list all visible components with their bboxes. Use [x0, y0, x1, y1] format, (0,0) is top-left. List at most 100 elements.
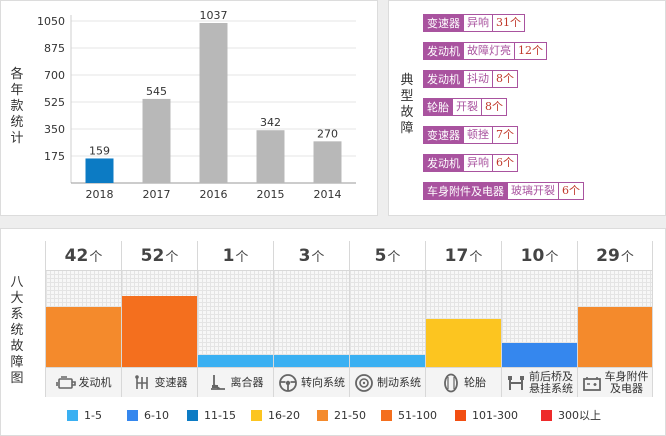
legend-item: 6-10 — [127, 407, 187, 423]
fault-tag[interactable]: 变速器 顿挫 7个 — [423, 126, 518, 144]
fault-count: 6个 — [493, 154, 518, 172]
system-bar-fill — [578, 307, 652, 367]
system-name: 变速器 — [154, 375, 188, 389]
legend-swatch — [251, 409, 262, 421]
system-count-value: 1 — [222, 246, 235, 266]
x-tick-label: 2014 — [314, 188, 342, 201]
system-count-value: 10 — [520, 246, 545, 266]
typical-faults-panel: 典型故障 变速器 异响 31个 发动机 故障灯亮 12个 发动机 抖动 8个 轮胎 开裂 8个 变速器顿… — [388, 0, 666, 216]
bar-value-label: 159 — [89, 144, 110, 157]
system-bar-area — [198, 271, 273, 367]
bar-2014 — [313, 141, 342, 183]
system-label: 发动机 — [46, 367, 121, 397]
fault-tag[interactable]: 发动机 异响 6个 — [423, 154, 518, 172]
fault-count: 8个 — [482, 98, 507, 116]
system-count-value: 17 — [444, 246, 469, 266]
fault-description: 异响 — [464, 154, 493, 172]
system-bar-fill — [274, 355, 349, 367]
system-bar-area — [122, 271, 197, 367]
legend-label: 1-5 — [84, 408, 102, 422]
system-name: 发动机 — [78, 375, 112, 389]
engine-icon — [55, 375, 76, 389]
fault-description: 顿挫 — [464, 126, 493, 144]
system-count-value: 42 — [64, 246, 89, 266]
fault-tag[interactable]: 发动机 故障灯亮 12个 — [423, 42, 547, 60]
steering-wheel-icon — [279, 373, 297, 392]
fault-description: 异响 — [464, 14, 493, 32]
fault-count: 12个 — [515, 42, 547, 60]
legend-label: 16-20 — [268, 408, 300, 422]
y-tick-label: 875 — [44, 42, 65, 55]
x-tick-label: 2018 — [86, 188, 114, 201]
system-bar-fill — [426, 319, 501, 367]
system-count: 17个 — [426, 241, 501, 271]
system-count-unit: 个 — [620, 250, 634, 265]
system-name: 离合器 — [230, 375, 264, 389]
system-count-unit: 个 — [545, 250, 559, 265]
system-column[interactable]: 5个 制动系统 — [349, 241, 425, 397]
legend-swatch — [127, 409, 138, 421]
y-tick-label: 525 — [44, 96, 65, 109]
legend-item: 101-300 — [455, 407, 541, 423]
fault-category: 发动机 — [423, 70, 464, 88]
system-bar-area — [502, 271, 577, 367]
system-count: 29个 — [578, 241, 652, 271]
legend-item: 51-100 — [381, 407, 455, 423]
system-column[interactable]: 1个离合器 — [197, 241, 273, 397]
gearshift-icon — [134, 374, 148, 389]
fault-tag[interactable]: 变速器 异响 31个 — [423, 14, 525, 32]
system-column[interactable]: 3个 转向系统 — [273, 241, 349, 397]
fault-description: 玻璃开裂 — [508, 182, 559, 200]
legend-label: 300以上 — [558, 409, 601, 422]
fault-tag[interactable]: 车身附件及电器 玻璃开裂 6个 — [423, 182, 584, 200]
yearly-axis-label: 各年款统计 — [10, 67, 24, 146]
system-count-value: 52 — [140, 246, 165, 266]
system-count-unit: 个 — [165, 250, 179, 265]
system-column[interactable]: 42个发动机 — [45, 241, 121, 397]
system-count-unit: 个 — [387, 250, 401, 265]
system-column[interactable]: 10个前后桥及 悬挂系统 — [501, 241, 577, 397]
system-bar-fill — [46, 307, 121, 367]
y-tick-label: 350 — [44, 123, 65, 136]
system-column[interactable]: 17个轮胎 — [425, 241, 501, 397]
system-name: 前后桥及 悬挂系统 — [529, 369, 573, 395]
eight-systems-label: 八大系统故障图 — [10, 275, 24, 386]
y-tick-label: 1050 — [37, 15, 65, 28]
typical-faults-label: 典型故障 — [400, 73, 414, 136]
bar-2018 — [85, 158, 114, 183]
system-count: 5个 — [350, 241, 425, 271]
fault-description: 开裂 — [453, 98, 482, 116]
system-count-value: 3 — [298, 246, 311, 266]
brake-disc-icon — [355, 373, 373, 392]
eight-systems-panel: 八大系统故障图 42个 发动机 52个 变速器 1个 离合器 3个 转向系统 5个 制动系统 17个… — [0, 228, 666, 436]
system-column[interactable]: 29个 车身附件 及电器 — [577, 241, 653, 397]
fault-count: 8个 — [493, 70, 518, 88]
fault-tag[interactable]: 轮胎 开裂 8个 — [423, 98, 507, 116]
legend-label: 51-100 — [398, 408, 437, 422]
fault-category: 变速器 — [423, 126, 464, 144]
legend-swatch — [317, 409, 328, 421]
legend-item: 300以上 — [541, 407, 611, 423]
fault-description: 故障灯亮 — [464, 42, 515, 60]
system-bar-area — [46, 271, 121, 367]
legend-item: 16-20 — [251, 407, 317, 423]
fault-tag[interactable]: 发动机 抖动 8个 — [423, 70, 518, 88]
fault-category: 轮胎 — [423, 98, 453, 116]
legend-label: 101-300 — [472, 408, 518, 422]
systems-legend: 1-5 6-10 11-15 16-20 21-50 51-100 101-300 300以上 — [67, 407, 611, 423]
legend-label: 11-15 — [204, 408, 236, 422]
system-bar-fill — [502, 343, 577, 367]
y-tick-label: 700 — [44, 69, 65, 82]
bar-2017 — [142, 98, 171, 183]
system-label: 轮胎 — [426, 367, 501, 397]
axle-icon — [508, 375, 524, 390]
x-tick-label: 2017 — [143, 188, 171, 201]
system-bar-area — [274, 271, 349, 367]
y-tick-label: 175 — [44, 150, 65, 163]
system-count-unit: 个 — [89, 250, 103, 265]
system-column[interactable]: 52个变速器 — [121, 241, 197, 397]
system-name: 轮胎 — [464, 375, 486, 389]
system-count-unit: 个 — [235, 250, 249, 265]
legend-label: 6-10 — [144, 408, 169, 422]
yearly-bar-chart: 175 350 525 700 875 1050 159 2018 545 2017 1037 201… — [37, 9, 356, 201]
